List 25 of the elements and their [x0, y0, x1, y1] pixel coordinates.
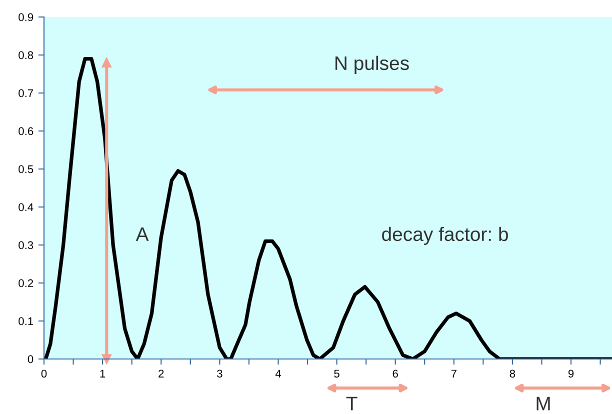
text: T: [346, 396, 358, 410]
y-tick-label: 0.7: [18, 89, 34, 98]
text: M: [536, 396, 550, 410]
y-tick-label: 0.9: [18, 13, 34, 22]
y-tick-label: 0.6: [18, 127, 34, 136]
x-tick-label: 8: [510, 370, 516, 378]
y-tick-label: 0.3: [18, 241, 34, 250]
x-tick-label: 5: [334, 370, 340, 378]
y-tick-label: 0.2: [18, 279, 34, 288]
x-tick-label: 4: [275, 370, 281, 378]
y-tick-label: 0.4: [18, 203, 34, 212]
y-tick-label: 0.5: [18, 165, 34, 174]
y-tick-label: 0: [28, 355, 34, 364]
x-tick-label: 3: [217, 370, 222, 378]
annotation: decay factor: b: [382, 226, 508, 245]
x-tick-label: 9: [568, 370, 574, 378]
x-tick-label: 0: [41, 370, 47, 378]
annotation: N pulses: [336, 56, 409, 74]
x-tick-label: 7: [451, 370, 456, 378]
y-tick-label: 0.8: [18, 51, 34, 60]
x-tick-label: 1: [100, 370, 106, 378]
x-tick-label: 6: [392, 370, 398, 378]
y-tick-label: 0.1: [18, 317, 34, 326]
annotation: A: [136, 228, 149, 241]
x-tick-label: 2: [158, 370, 164, 378]
